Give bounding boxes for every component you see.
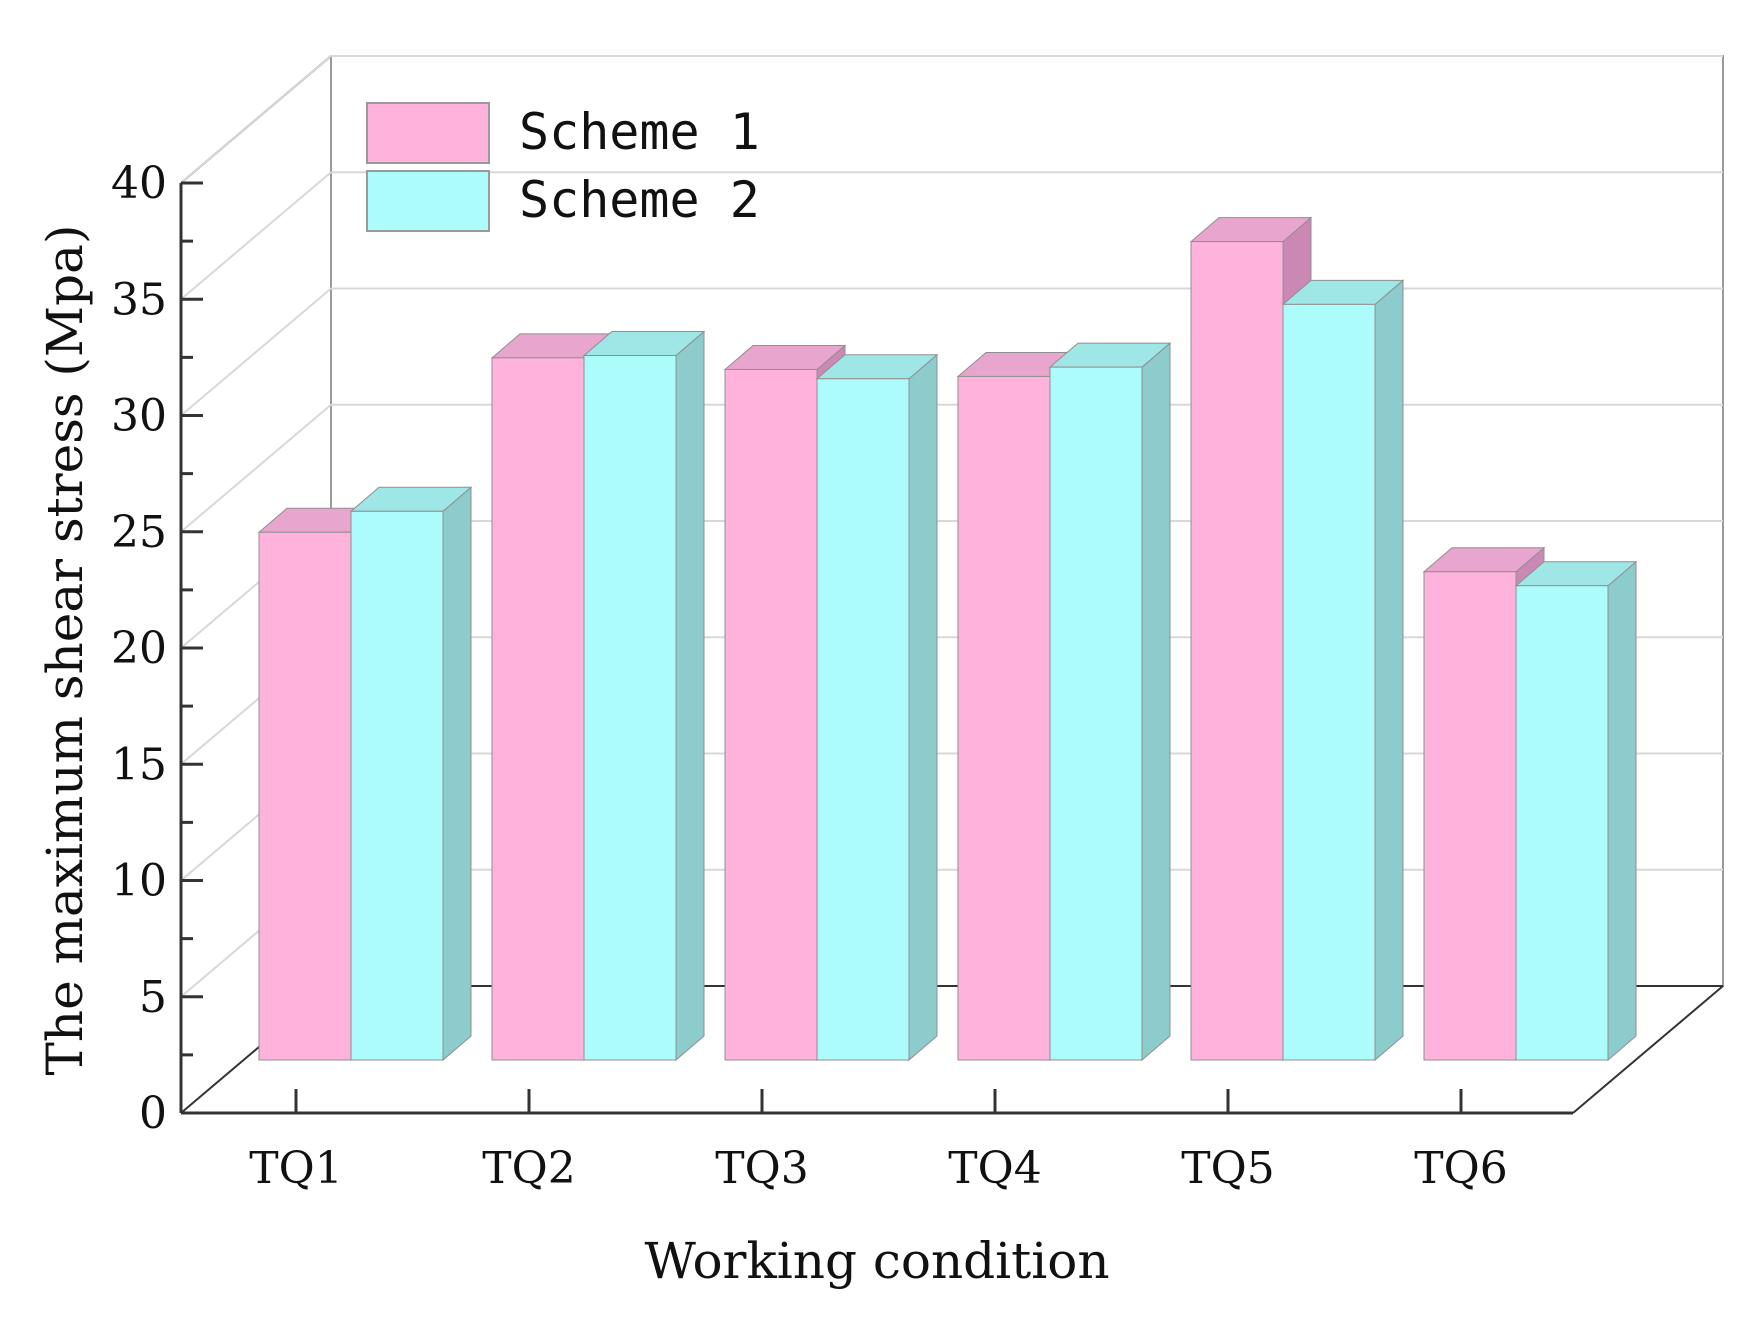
y-tick-label: 0 — [139, 1088, 167, 1139]
bar-side-face — [1374, 279, 1404, 1062]
bar-front-face — [491, 357, 585, 1061]
floor-right-edge — [1572, 985, 1724, 1114]
x-tick-label: TQ6 — [1414, 1143, 1507, 1194]
legend-label-scheme-2: Scheme 2 — [519, 171, 760, 229]
gridline-side — [180, 287, 332, 417]
legend: Scheme 1 Scheme 2 — [366, 102, 760, 232]
bar-front-face — [1515, 585, 1609, 1061]
bars — [257, 216, 1638, 1062]
bar-front-face — [258, 531, 352, 1061]
y-axis-title: The maximum shear stress (Mpa) — [36, 225, 94, 1076]
bar-front-face — [1423, 571, 1517, 1061]
x-tick-label: TQ3 — [715, 1143, 808, 1194]
x-tick-label: TQ4 — [948, 1143, 1041, 1194]
gridline-side — [180, 55, 332, 184]
gridline-side — [180, 403, 332, 533]
y-tick-label: 20 — [111, 623, 167, 674]
y-tick-label: 10 — [111, 856, 167, 907]
bar-front-face — [1049, 366, 1143, 1061]
bar-front-face — [1282, 303, 1376, 1061]
bar-side-face — [908, 353, 938, 1062]
x-axis-title: Working condition — [644, 1232, 1109, 1290]
bar-front-face — [583, 355, 677, 1061]
y-tick-label: 15 — [111, 739, 167, 790]
bar-front-face — [1190, 241, 1284, 1061]
bar-side-face — [675, 330, 705, 1062]
y-tick-label: 30 — [111, 391, 167, 442]
axes: 0 5 10 15 20 25 30 35 40 TQ1 TQ2 TQ3 TQ4 TQ5 TQ6 — [111, 158, 1573, 1194]
bar-TQ1-scheme-2 — [349, 486, 473, 1062]
y-tick-label: 5 — [139, 972, 167, 1023]
legend-label-scheme-1: Scheme 1 — [519, 103, 760, 161]
bar-front-face — [350, 510, 444, 1061]
x-tick-label: TQ5 — [1181, 1143, 1274, 1194]
bar-front-face — [724, 368, 818, 1061]
y-tick-label: 25 — [111, 507, 167, 558]
bar-side-face — [1141, 342, 1171, 1062]
bar-front-face — [816, 378, 910, 1061]
bar-TQ2-scheme-2 — [582, 330, 706, 1062]
bar-TQ3-scheme-2 — [815, 353, 939, 1062]
x-tick-label: TQ2 — [482, 1143, 575, 1194]
y-tick-label: 40 — [111, 158, 167, 209]
bar-front-face — [957, 375, 1051, 1061]
gridline-side — [180, 171, 332, 301]
legend-swatch-scheme-1 — [366, 102, 490, 164]
bar-TQ4-scheme-2 — [1048, 342, 1172, 1062]
y-tick-label: 35 — [111, 274, 167, 325]
bar-side-face — [442, 486, 472, 1062]
legend-swatch-scheme-2 — [366, 170, 490, 232]
bar-side-face — [1607, 560, 1637, 1062]
bar-TQ5-scheme-2 — [1281, 279, 1405, 1062]
x-tick-label: TQ1 — [249, 1143, 342, 1194]
bar-TQ6-scheme-2 — [1514, 560, 1638, 1062]
